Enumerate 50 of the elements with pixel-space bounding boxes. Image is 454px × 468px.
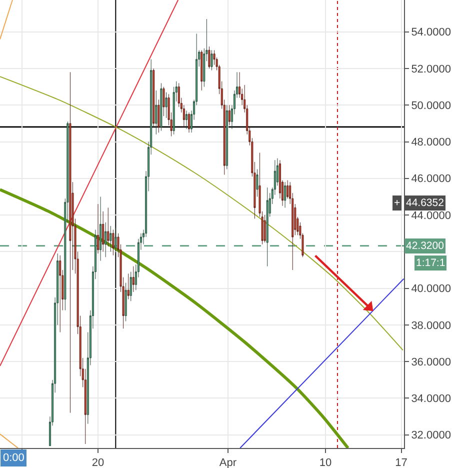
- x-tick-label: 20: [92, 457, 104, 468]
- candlestick: [256, 168, 258, 197]
- candlestick: [104, 222, 107, 258]
- candlestick: [112, 229, 114, 256]
- candlestick: [185, 110, 188, 130]
- candlestick: [100, 196, 102, 262]
- y-tick-label: 36.0000: [411, 356, 451, 368]
- y-tick-label: 38.0000: [411, 320, 451, 332]
- candlestick: [160, 82, 162, 132]
- text: 0:00: [3, 452, 24, 464]
- candlestick: [158, 99, 160, 133]
- candlestick: [114, 228, 117, 254]
- candlestick: [266, 187, 268, 267]
- candlestick: [264, 214, 266, 243]
- ref-line-label: 42.3200: [406, 240, 444, 252]
- y-tick-label: 32.0000: [411, 430, 451, 442]
- text: 1:17:1: [416, 257, 446, 269]
- candlestick: [228, 104, 230, 126]
- candlestick: [132, 266, 134, 292]
- candlestick: [127, 273, 130, 300]
- candlestick: [208, 46, 210, 69]
- candlestick: [59, 255, 62, 332]
- y-tick-label: 40.0000: [411, 283, 451, 296]
- candlestick: [226, 104, 228, 170]
- annotation: +: [394, 197, 400, 209]
- candlestick: [107, 207, 110, 246]
- candlestick: [124, 282, 127, 322]
- candlestick: [97, 204, 100, 254]
- y-tick-label: 52.0000: [411, 63, 451, 76]
- candlestick: [162, 86, 165, 116]
- y-tick-label: 54.0000: [411, 26, 451, 39]
- annotation: 44.6352: [406, 197, 444, 209]
- y-tick-label: 50.0000: [411, 100, 451, 112]
- candlestick: [284, 182, 286, 208]
- candlestick: [165, 92, 168, 118]
- candlestick: [130, 272, 132, 302]
- y-tick-label: 48.0000: [411, 136, 451, 149]
- y-tick-label: 44.0000: [411, 210, 451, 222]
- candlestick: [210, 50, 213, 71]
- y-tick-label: 34.0000: [411, 393, 451, 406]
- candlestick: [155, 90, 158, 135]
- candlestick: [110, 226, 112, 252]
- candlestick: [200, 50, 203, 91]
- candlestick: [69, 72, 72, 414]
- x-tick-label: 10: [319, 457, 332, 468]
- y-tick-label: 46.0000: [411, 173, 451, 186]
- candlestick: [152, 68, 155, 128]
- x-tick-label: 17: [395, 457, 408, 468]
- candlestick: [188, 112, 190, 133]
- candlestick: [102, 211, 104, 252]
